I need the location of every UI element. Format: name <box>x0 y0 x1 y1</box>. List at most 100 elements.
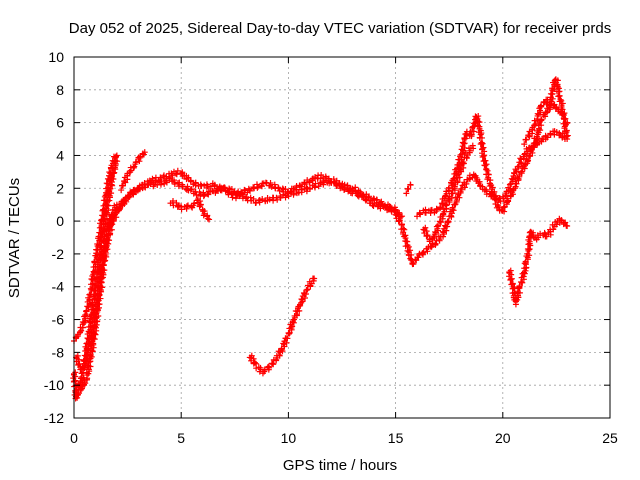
data-point <box>92 263 99 270</box>
data-point <box>404 186 411 193</box>
series-track-k <box>414 101 571 220</box>
data-point <box>296 307 303 314</box>
data-point <box>98 217 105 224</box>
data-point <box>526 238 533 245</box>
data-point <box>298 183 305 190</box>
data-point <box>428 244 435 251</box>
data-point <box>224 187 231 194</box>
data-point <box>436 218 443 225</box>
data-point <box>506 181 513 188</box>
data-point <box>525 132 532 139</box>
data-point <box>103 196 110 203</box>
x-tick-label: 10 <box>281 430 297 446</box>
data-point <box>503 201 510 208</box>
data-point <box>118 182 125 189</box>
data-point <box>426 238 433 245</box>
data-point <box>78 385 85 392</box>
data-point <box>233 192 240 199</box>
data-point <box>157 174 164 181</box>
data-point <box>274 196 281 203</box>
y-tick-label: -6 <box>52 312 65 328</box>
data-point <box>403 190 410 197</box>
data-point <box>170 202 177 209</box>
data-point <box>434 206 441 213</box>
data-point <box>559 110 566 117</box>
data-point <box>109 215 116 222</box>
data-point <box>525 152 532 159</box>
data-point <box>564 223 571 230</box>
data-point <box>417 211 424 218</box>
data-point <box>559 100 566 107</box>
axis-tick-labels: 0 5 10 15 20 25 -12 -10 -8 -6 -4 -2 0 2 4 6 8 10 <box>44 49 618 446</box>
data-point <box>311 275 318 282</box>
data-point <box>193 191 200 198</box>
data-point <box>437 219 444 226</box>
data-point <box>405 243 412 250</box>
data-point <box>134 185 141 192</box>
data-point <box>83 308 90 315</box>
data-point <box>526 252 533 259</box>
chart-title: Day 052 of 2025, Sidereal Day-to-day VTE… <box>69 20 611 37</box>
series-track-l <box>420 142 477 245</box>
data-point <box>564 136 571 143</box>
data-point <box>480 158 487 165</box>
data-point <box>414 213 421 220</box>
data-point <box>206 216 213 223</box>
data-point <box>529 231 536 238</box>
series-track-j <box>403 181 414 197</box>
data-point <box>239 190 246 197</box>
data-point <box>196 203 203 210</box>
series-track-m <box>521 76 571 148</box>
series-track-n <box>506 215 571 308</box>
data-point <box>407 247 414 254</box>
data-point <box>163 179 170 186</box>
data-point <box>141 149 148 156</box>
data-point <box>282 186 289 193</box>
data-point <box>502 192 509 199</box>
data-point <box>445 184 452 191</box>
data-point <box>97 295 104 302</box>
data-point <box>281 343 288 350</box>
axis-ticks <box>73 56 611 419</box>
data-point <box>94 296 101 303</box>
data-point <box>396 217 403 224</box>
data-point <box>219 185 226 192</box>
data-point <box>289 319 296 326</box>
data-point <box>529 126 536 133</box>
data-point <box>526 153 533 160</box>
data-point <box>86 291 93 298</box>
data-point <box>560 219 567 226</box>
series-track-h <box>246 275 318 377</box>
data-point <box>473 114 480 121</box>
y-tick-label: 0 <box>56 213 64 229</box>
data-point <box>137 154 144 161</box>
data-point <box>513 168 520 175</box>
data-point <box>403 238 410 245</box>
data-point <box>259 196 266 203</box>
data-point <box>303 287 310 294</box>
data-point <box>82 380 89 387</box>
data-point <box>297 301 304 308</box>
data-point <box>525 157 532 164</box>
plot-frame <box>73 56 611 419</box>
data-point <box>124 172 131 179</box>
data-point <box>268 183 275 190</box>
data-point <box>93 310 100 317</box>
data-point <box>537 127 544 134</box>
data-point <box>247 187 254 194</box>
data-point <box>285 329 292 336</box>
x-tick-label: 5 <box>177 430 185 446</box>
data-point <box>273 356 280 363</box>
data-point <box>229 194 236 201</box>
y-tick-label: -8 <box>52 344 65 360</box>
data-point <box>544 134 551 141</box>
data-point <box>436 237 443 244</box>
data-point <box>490 191 497 198</box>
data-point <box>500 204 507 211</box>
data-point <box>564 132 571 139</box>
data-point <box>103 228 110 235</box>
data-point <box>420 249 427 256</box>
data-point <box>486 183 493 190</box>
y-tick-label: -12 <box>44 410 64 426</box>
data-point <box>298 296 305 303</box>
